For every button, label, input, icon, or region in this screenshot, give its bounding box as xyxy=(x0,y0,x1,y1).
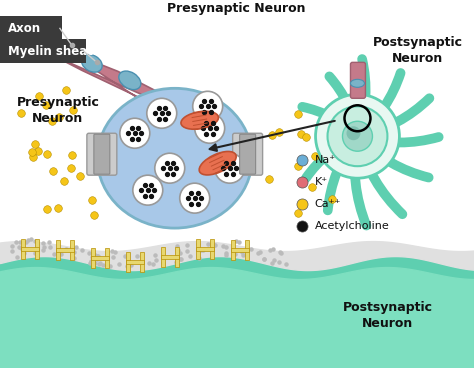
FancyBboxPatch shape xyxy=(87,133,117,175)
Bar xyxy=(175,247,179,266)
Circle shape xyxy=(180,183,210,213)
Circle shape xyxy=(195,113,225,143)
Circle shape xyxy=(49,45,60,56)
Text: Myelin sheath: Myelin sheath xyxy=(8,45,101,58)
Circle shape xyxy=(316,94,400,178)
Bar xyxy=(21,247,39,251)
FancyBboxPatch shape xyxy=(233,133,263,175)
FancyBboxPatch shape xyxy=(350,62,365,98)
Bar xyxy=(70,240,74,260)
Circle shape xyxy=(120,118,150,148)
Bar xyxy=(161,247,165,266)
Bar xyxy=(91,256,109,260)
Bar xyxy=(126,260,144,264)
Bar xyxy=(245,240,249,260)
Text: Presynaptic Neuron: Presynaptic Neuron xyxy=(167,2,306,15)
FancyBboxPatch shape xyxy=(0,17,62,40)
Text: Postsynaptic
Neuron: Postsynaptic Neuron xyxy=(373,36,463,65)
Bar xyxy=(56,248,74,252)
Bar xyxy=(231,240,235,260)
Ellipse shape xyxy=(350,79,365,87)
Bar xyxy=(35,239,39,259)
Bar xyxy=(126,252,130,272)
FancyBboxPatch shape xyxy=(0,39,86,63)
Circle shape xyxy=(215,153,245,183)
Bar xyxy=(91,248,95,268)
Bar xyxy=(105,248,109,268)
Circle shape xyxy=(343,121,373,151)
Text: Presynaptic
Neuron: Presynaptic Neuron xyxy=(17,96,100,125)
Text: Ca⁺⁺: Ca⁺⁺ xyxy=(315,199,341,209)
Ellipse shape xyxy=(199,152,236,175)
Bar xyxy=(140,252,144,272)
FancyBboxPatch shape xyxy=(240,134,255,174)
Circle shape xyxy=(328,106,387,166)
Bar xyxy=(196,239,200,259)
Circle shape xyxy=(155,153,185,183)
Ellipse shape xyxy=(181,111,219,129)
Text: Acetylcholine: Acetylcholine xyxy=(315,221,389,231)
Bar xyxy=(231,248,249,252)
Circle shape xyxy=(346,126,360,140)
Circle shape xyxy=(133,175,163,205)
Ellipse shape xyxy=(119,71,141,89)
Text: Axon: Axon xyxy=(8,22,41,35)
Text: Na⁺: Na⁺ xyxy=(315,155,336,165)
Bar xyxy=(196,247,214,251)
Text: K⁺: K⁺ xyxy=(315,177,328,187)
FancyBboxPatch shape xyxy=(94,134,110,174)
Circle shape xyxy=(147,98,177,128)
Ellipse shape xyxy=(82,54,102,72)
Polygon shape xyxy=(55,43,178,124)
Circle shape xyxy=(193,91,223,121)
Text: Postsynaptic
Neuron: Postsynaptic Neuron xyxy=(342,301,432,330)
Ellipse shape xyxy=(97,88,252,228)
Bar xyxy=(161,255,179,259)
Bar xyxy=(21,239,25,259)
Bar xyxy=(210,239,214,259)
Bar xyxy=(56,240,60,260)
